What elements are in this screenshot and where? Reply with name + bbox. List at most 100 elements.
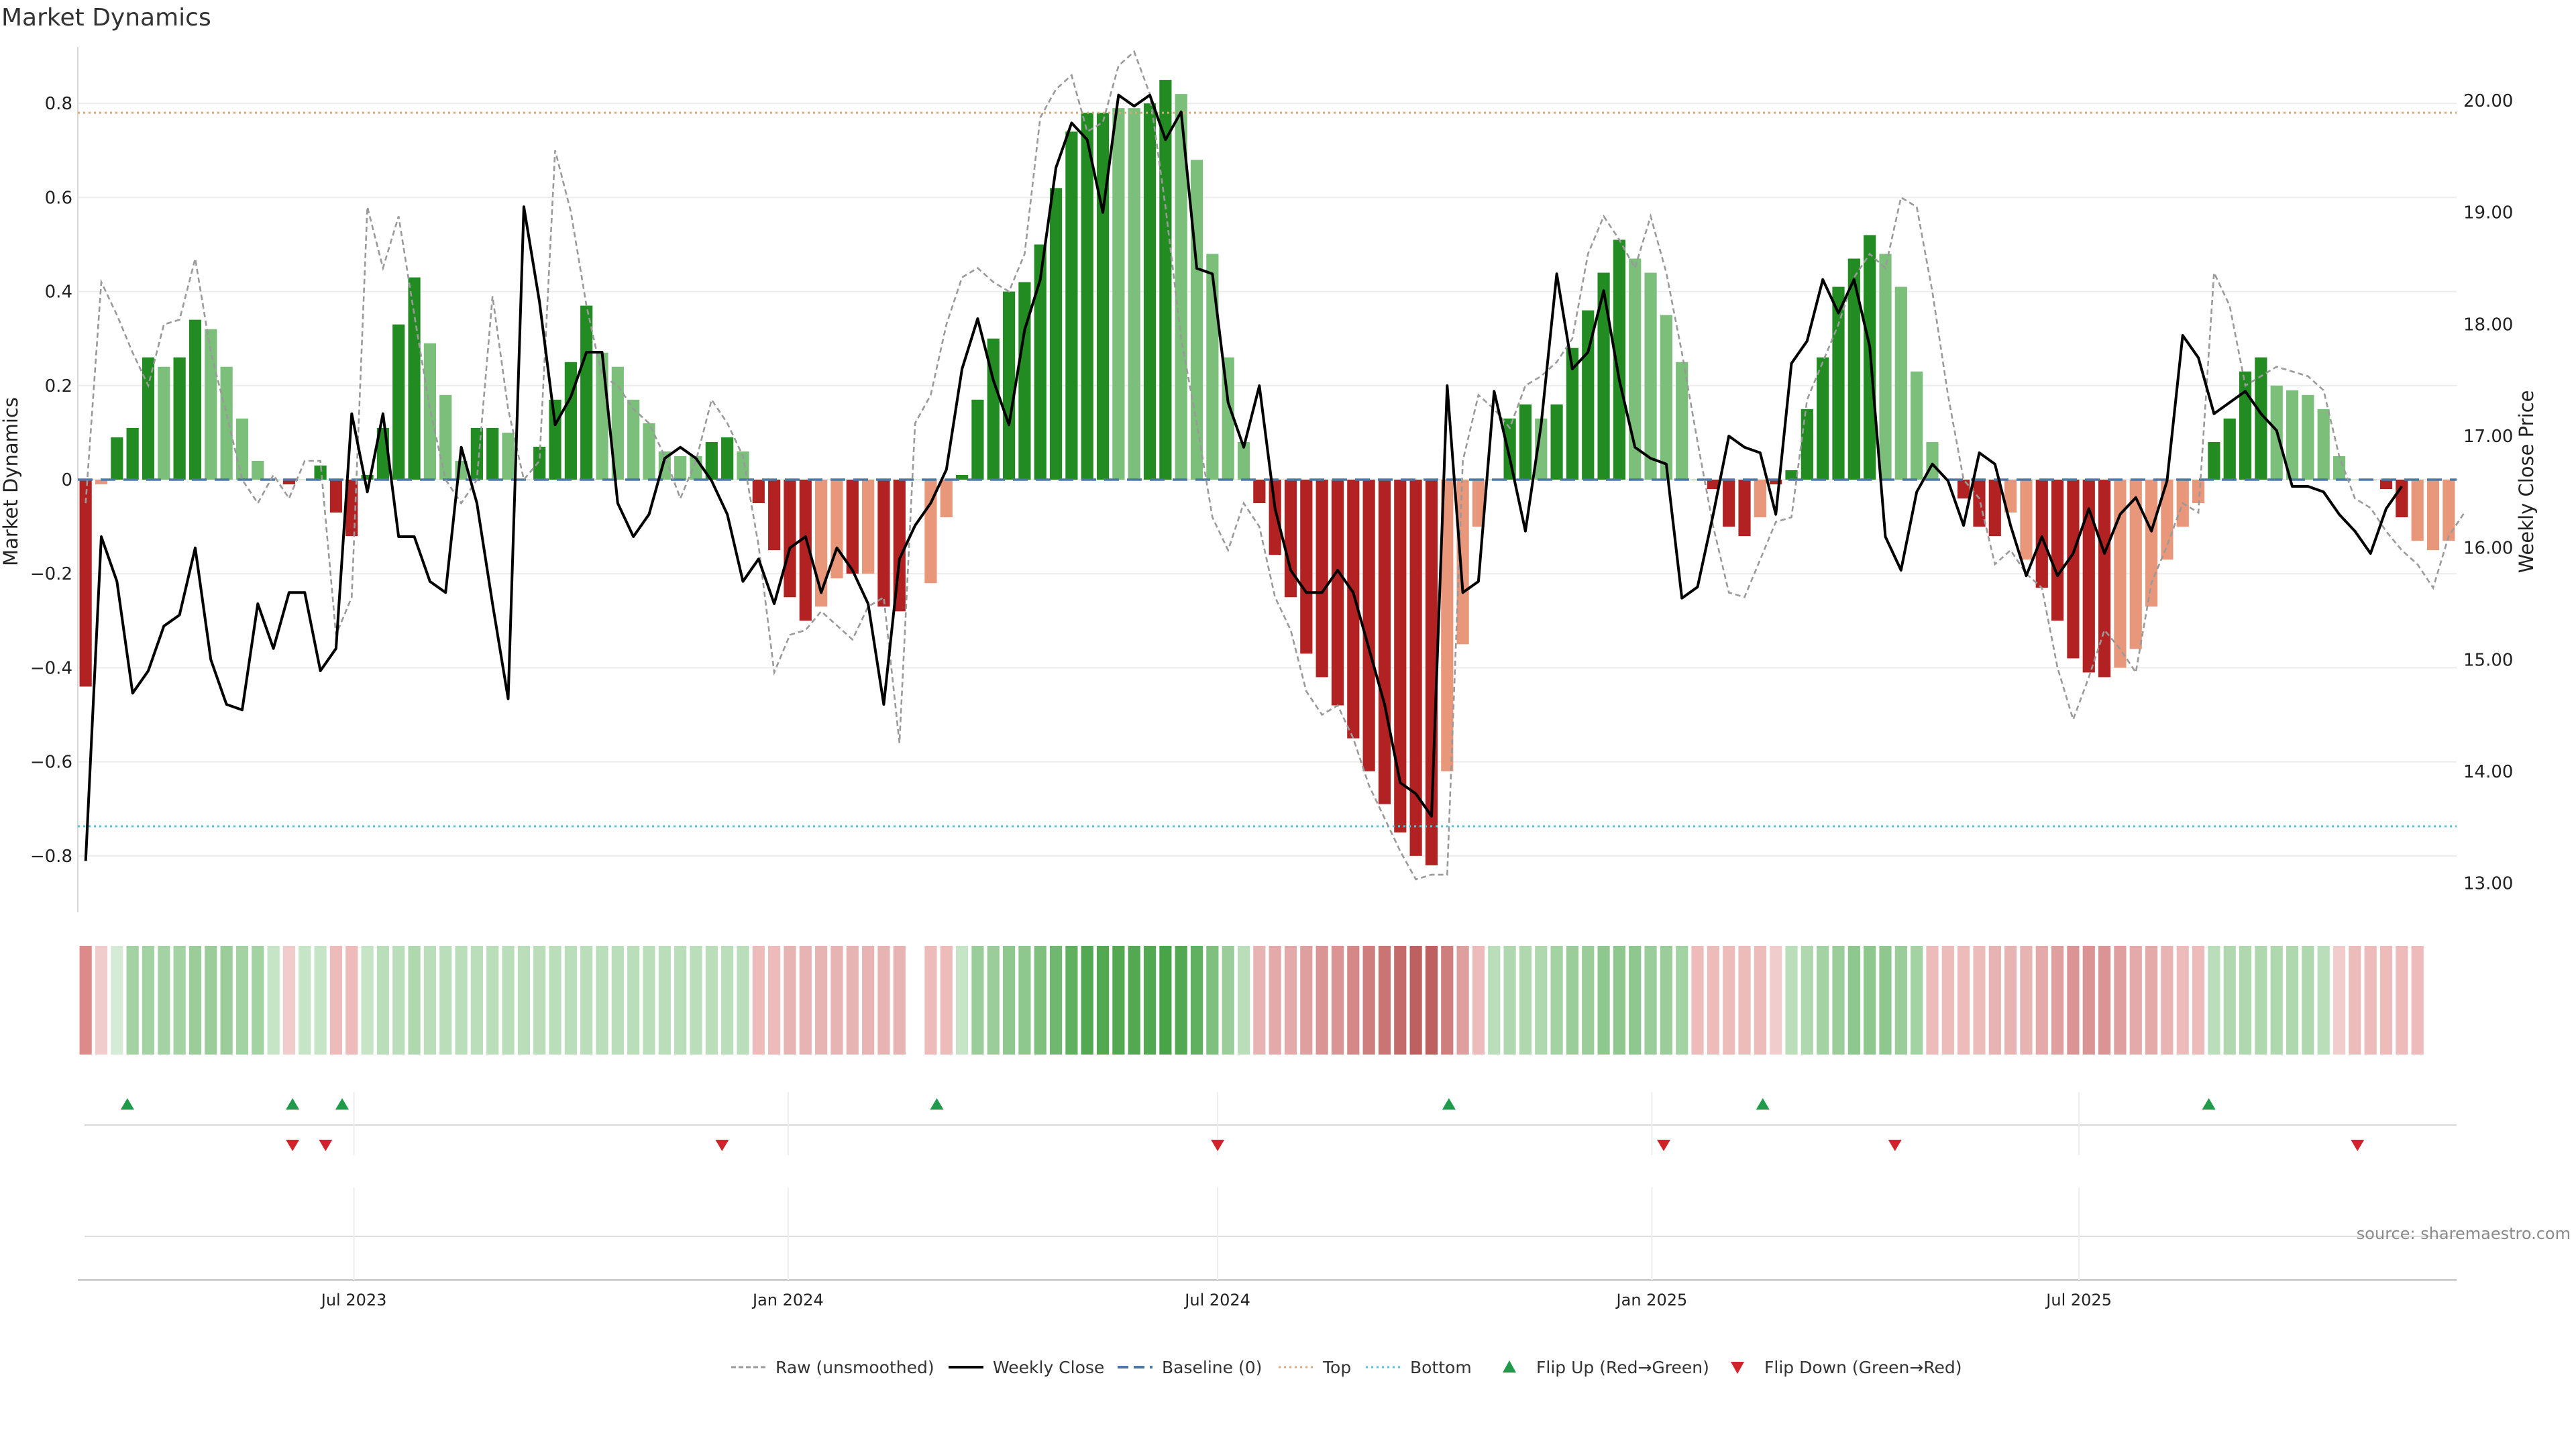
dynamics-bar (2051, 480, 2064, 621)
dynamics-bar (95, 480, 108, 485)
strip-cell (2239, 946, 2252, 1055)
strip-cell (705, 946, 718, 1055)
dynamics-bar (189, 319, 202, 480)
dynamics-bar (1112, 108, 1125, 480)
y-tick-label: −0.6 (30, 753, 72, 773)
flip-up-marker (1442, 1098, 1456, 1110)
dynamics-bar (142, 357, 155, 480)
strip-cell (690, 946, 702, 1055)
dynamics-bar (282, 480, 296, 485)
dynamics-bar (1503, 418, 1516, 480)
dynamics-bar (1723, 480, 1735, 527)
strip-cell (2129, 946, 2142, 1055)
strip-cell (1738, 946, 1751, 1055)
dynamics-bar (1676, 362, 1688, 480)
strip-cell (2098, 946, 2111, 1055)
strip-cell (1128, 946, 1140, 1055)
dynamics-bar (1817, 357, 1829, 480)
dynamics-bar (1175, 94, 1187, 480)
y2-tick-label: 16.00 (2463, 539, 2513, 559)
strip-cell (361, 946, 374, 1055)
strip-cell (1175, 946, 1187, 1055)
legend-item-top: Top (1279, 1358, 1351, 1377)
dynamics-bar (205, 329, 217, 480)
dynamics-bar (1644, 272, 1657, 480)
flip-down-marker (1211, 1140, 1225, 1151)
dynamics-bar (1362, 480, 1375, 771)
strip-cell (1864, 946, 1876, 1055)
legend-item-close: Weekly Close (949, 1358, 1104, 1377)
dynamics-bar (1190, 160, 1203, 480)
strip-cell (1613, 946, 1625, 1055)
strip-cell (329, 946, 343, 1055)
strip-cell (1894, 946, 1907, 1055)
strip-cell (1143, 946, 1157, 1055)
strip-cell (79, 946, 92, 1055)
strip-cell (1159, 946, 1172, 1055)
flip-up-marker (930, 1098, 944, 1110)
strip-cell (2286, 946, 2299, 1055)
dynamics-bar (1613, 239, 1625, 480)
strip-cell (1002, 946, 1016, 1055)
dynamics-bar (1316, 480, 1328, 678)
dynamics-bar (862, 480, 875, 574)
strip-cell (267, 946, 280, 1055)
dynamics-bar (721, 437, 734, 480)
dynamics-bar (2255, 357, 2267, 480)
strip-cell (1988, 946, 2001, 1055)
strip-cell (1378, 946, 1391, 1055)
strip-cell (2349, 946, 2361, 1055)
flip-down-marker (715, 1140, 729, 1151)
dynamics-bar (1707, 480, 1719, 490)
dynamics-bar (674, 455, 687, 480)
strip-cell (1394, 946, 1407, 1055)
dynamics-bar (2426, 480, 2440, 551)
legend-label-baseline: Baseline (0) (1162, 1358, 1262, 1377)
dynamics-bar (1801, 409, 1813, 480)
strip-cell (971, 946, 984, 1055)
strip-cell (2396, 946, 2408, 1055)
dynamics-bar (1738, 480, 1751, 537)
strip-cell (1707, 946, 1719, 1055)
dynamics-bar (955, 474, 969, 480)
flip-up-marker (1756, 1098, 1770, 1110)
strip-cell (1660, 946, 1672, 1055)
left-axis: 0.8 0.6 0.4 0.2 0 −0.2 −0.4 −0.6 −0.8 (30, 94, 72, 867)
dynamics-bar (1894, 286, 1907, 480)
legend: Raw (unsmoothed) Weekly Close Baseline (0)… (731, 1358, 1962, 1377)
dynamics-bar (1269, 480, 1281, 555)
strip-cell (1488, 946, 1501, 1055)
date-axis-ticks: Jul 2023 Jan 2024 Jul 2024 Jan 2025 Jul 2025 (320, 1291, 2112, 1309)
dynamics-bar (768, 480, 781, 551)
strip-cell (1331, 946, 1344, 1055)
strip-cell (1770, 946, 1782, 1055)
flip-panel-grid (85, 1092, 2457, 1155)
strip-cell (1222, 946, 1234, 1055)
strip-cell (2317, 946, 2330, 1055)
strip-cell (220, 946, 233, 1055)
dynamics-bar (1988, 480, 2001, 537)
y-tick-label: 0.8 (45, 94, 72, 114)
strip-cell (658, 946, 671, 1055)
legend-flip-up-swatch (1503, 1360, 1516, 1373)
x-tick-label: Jan 2025 (1615, 1291, 1688, 1309)
y-tick-label: −0.2 (30, 564, 72, 584)
y2-tick-label: 15.00 (2463, 650, 2513, 670)
dynamics-bar (533, 446, 546, 480)
dynamics-bar (580, 305, 593, 480)
dynamics-bar (1911, 371, 1923, 480)
dynamics-bar (314, 465, 327, 480)
strip-cell (1629, 946, 1642, 1055)
strip-cell (533, 946, 546, 1055)
dynamics-bar (1957, 480, 1970, 499)
strip-cell (1519, 946, 1532, 1055)
strip-cell (549, 946, 561, 1055)
dynamics-bar (627, 399, 640, 480)
strip-cell (423, 946, 436, 1055)
strip-cell (1926, 946, 1939, 1055)
dynamics-bar (2443, 480, 2455, 541)
strip-cell (1644, 946, 1657, 1055)
y-tick-label: 0.4 (45, 282, 72, 303)
strip-cell (1691, 946, 1704, 1055)
dynamics-bar (2332, 455, 2346, 480)
